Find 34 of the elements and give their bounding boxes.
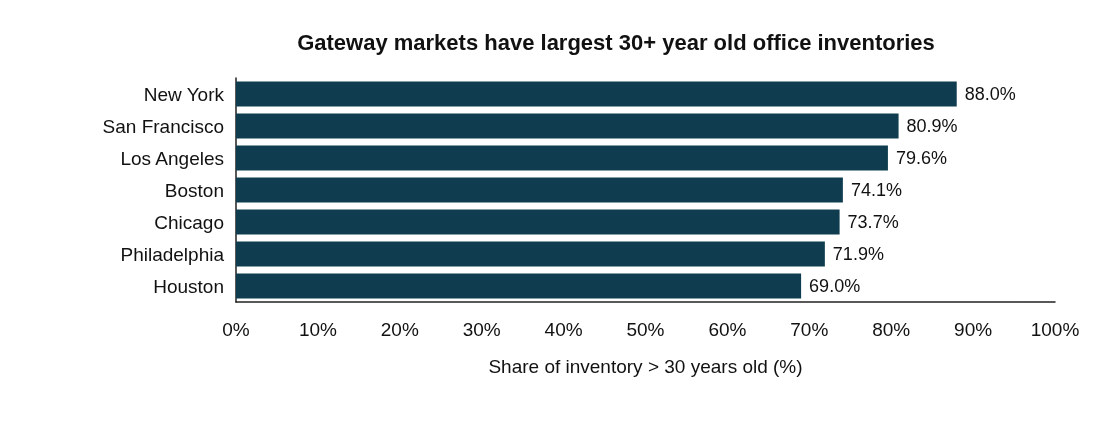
bar	[236, 81, 957, 107]
bar	[236, 145, 888, 171]
data-label: 71.9%	[832, 244, 884, 264]
y-tick-label: Los Angeles	[120, 147, 224, 169]
x-tick-label: 90%	[954, 319, 993, 340]
y-tick-label: San Francisco	[102, 115, 224, 137]
data-label: 80.9%	[906, 116, 958, 136]
data-label: 74.1%	[850, 180, 902, 200]
bar	[236, 273, 802, 299]
y-tick-label: New York	[143, 83, 225, 105]
x-tick-label: 40%	[544, 319, 583, 340]
data-label: 69.0%	[809, 276, 861, 296]
x-tick-label: 20%	[380, 319, 419, 340]
x-axis-title: Share of inventory > 30 years old (%)	[488, 356, 803, 377]
y-tick-label: Boston	[164, 179, 224, 201]
bar	[236, 113, 899, 139]
bar	[236, 209, 840, 235]
y-tick-label: Philadelphia	[120, 243, 225, 265]
x-tick-label: 80%	[872, 319, 911, 340]
x-tick-label: 100%	[1030, 319, 1080, 340]
x-tick-label: 60%	[708, 319, 747, 340]
data-label: 73.7%	[847, 212, 899, 232]
x-tick-label: 50%	[626, 319, 665, 340]
bar	[236, 241, 825, 267]
x-tick-label: 10%	[298, 319, 338, 340]
y-tick-label: Houston	[153, 275, 224, 297]
x-tick-label: 70%	[790, 319, 829, 340]
data-label: 88.0%	[964, 84, 1016, 104]
y-tick-label: Chicago	[154, 211, 224, 233]
x-tick-label: 0%	[222, 319, 250, 340]
bar	[236, 177, 843, 203]
chart-title: Gateway markets have largest 30+ year old office inventories	[297, 29, 935, 55]
x-tick-label: 30%	[462, 319, 501, 340]
data-label: 79.6%	[895, 148, 947, 168]
